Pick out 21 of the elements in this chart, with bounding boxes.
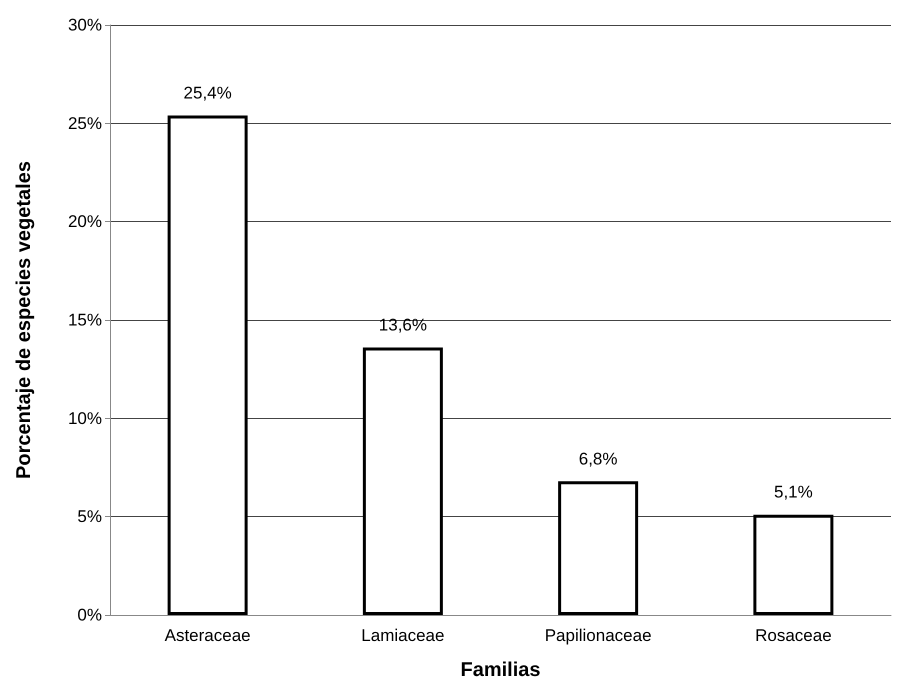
x-tick-label: Papilionaceae bbox=[544, 626, 652, 645]
x-tick-label: Lamiaceae bbox=[361, 626, 444, 645]
data-label: 13,6% bbox=[378, 316, 427, 335]
x-axis-title: Familias bbox=[460, 659, 541, 681]
data-label: 5,1% bbox=[774, 482, 813, 502]
bar bbox=[362, 348, 443, 615]
data-label: 6,8% bbox=[578, 449, 618, 468]
y-tick-label: 25% bbox=[68, 114, 102, 133]
data-label: 25,4% bbox=[184, 83, 232, 102]
y-tick-label: 0% bbox=[77, 606, 102, 624]
y-tick-label: 5% bbox=[77, 507, 102, 526]
y-tick-label: 15% bbox=[68, 310, 102, 330]
bar bbox=[168, 115, 248, 615]
x-tick-label: Asteraceae bbox=[164, 626, 251, 645]
bar bbox=[558, 481, 638, 615]
y-axis-title: Porcentaje de especies vegetales bbox=[13, 161, 35, 479]
bar bbox=[753, 514, 834, 615]
y-tick-label: 30% bbox=[68, 16, 102, 34]
y-tick-label: 20% bbox=[68, 212, 102, 232]
x-tick-label: Rosaceae bbox=[755, 626, 832, 645]
y-tick-label: 10% bbox=[68, 408, 102, 428]
